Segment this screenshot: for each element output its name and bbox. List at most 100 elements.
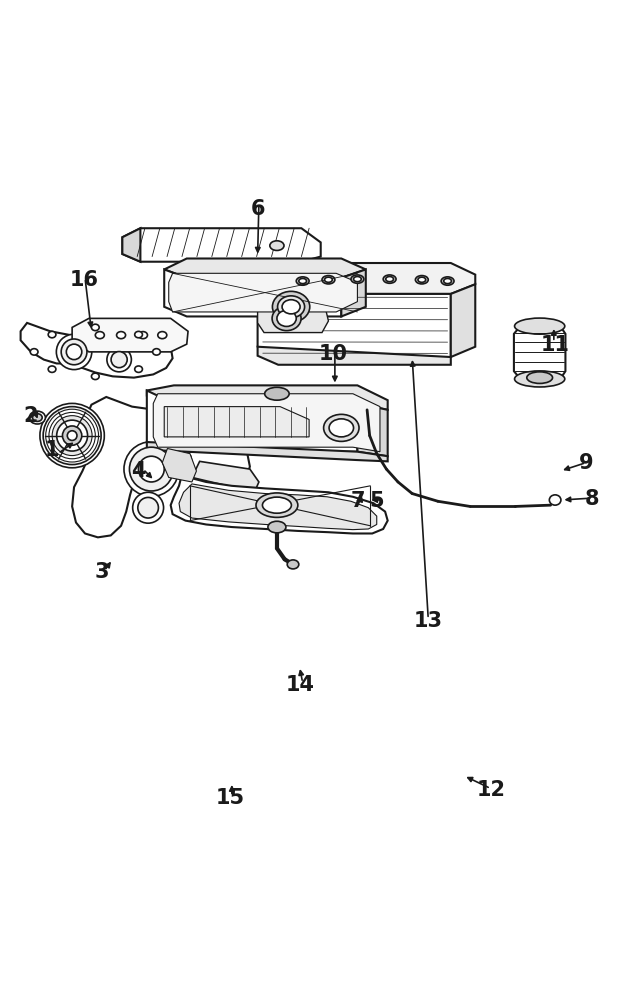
- Ellipse shape: [158, 332, 167, 339]
- Ellipse shape: [322, 276, 335, 284]
- Polygon shape: [179, 484, 377, 530]
- Polygon shape: [122, 228, 321, 262]
- Ellipse shape: [49, 412, 95, 459]
- Polygon shape: [164, 269, 341, 316]
- Ellipse shape: [549, 495, 561, 505]
- Ellipse shape: [30, 349, 38, 355]
- Polygon shape: [147, 442, 388, 461]
- Polygon shape: [451, 284, 475, 357]
- Text: 14: 14: [285, 675, 315, 695]
- Polygon shape: [514, 326, 565, 379]
- Ellipse shape: [135, 331, 142, 338]
- Ellipse shape: [441, 277, 454, 285]
- Text: 13: 13: [413, 611, 443, 631]
- Polygon shape: [357, 403, 388, 456]
- Ellipse shape: [57, 420, 88, 451]
- Ellipse shape: [418, 277, 426, 282]
- Ellipse shape: [33, 414, 43, 421]
- Ellipse shape: [124, 442, 178, 496]
- Ellipse shape: [277, 310, 296, 326]
- Ellipse shape: [278, 296, 305, 318]
- Ellipse shape: [107, 347, 131, 372]
- Polygon shape: [192, 461, 259, 492]
- Polygon shape: [164, 258, 366, 278]
- Ellipse shape: [325, 277, 332, 282]
- Text: 1: 1: [44, 440, 59, 460]
- Ellipse shape: [296, 277, 309, 285]
- Polygon shape: [258, 286, 328, 333]
- Ellipse shape: [57, 334, 92, 370]
- Ellipse shape: [263, 497, 291, 513]
- Polygon shape: [153, 394, 380, 452]
- Ellipse shape: [256, 493, 298, 517]
- Ellipse shape: [287, 560, 299, 569]
- Ellipse shape: [444, 278, 451, 284]
- Text: 10: 10: [319, 344, 348, 364]
- Ellipse shape: [272, 306, 301, 331]
- Polygon shape: [164, 407, 309, 437]
- Ellipse shape: [30, 411, 46, 424]
- Ellipse shape: [515, 318, 565, 334]
- Ellipse shape: [43, 407, 101, 465]
- Ellipse shape: [40, 403, 104, 468]
- Text: 5: 5: [370, 491, 384, 511]
- Ellipse shape: [383, 275, 396, 283]
- Ellipse shape: [354, 277, 361, 282]
- Ellipse shape: [386, 277, 393, 282]
- Polygon shape: [147, 391, 357, 452]
- Ellipse shape: [48, 366, 56, 372]
- Ellipse shape: [48, 331, 56, 338]
- Ellipse shape: [95, 332, 104, 339]
- Polygon shape: [147, 385, 388, 410]
- Ellipse shape: [62, 426, 82, 445]
- Ellipse shape: [91, 324, 99, 331]
- Ellipse shape: [66, 344, 82, 360]
- Ellipse shape: [68, 431, 77, 440]
- Text: 16: 16: [69, 270, 99, 290]
- Polygon shape: [162, 448, 196, 482]
- Ellipse shape: [138, 497, 158, 518]
- Polygon shape: [258, 286, 451, 357]
- Ellipse shape: [415, 276, 428, 284]
- Polygon shape: [171, 476, 388, 533]
- Polygon shape: [341, 269, 366, 316]
- Ellipse shape: [138, 456, 164, 482]
- Polygon shape: [72, 397, 250, 537]
- Text: 8: 8: [585, 489, 600, 509]
- Ellipse shape: [46, 409, 99, 462]
- Polygon shape: [258, 347, 451, 365]
- Ellipse shape: [138, 332, 147, 339]
- Text: 2: 2: [24, 406, 38, 426]
- Ellipse shape: [265, 387, 289, 400]
- Ellipse shape: [270, 241, 284, 250]
- Polygon shape: [169, 273, 357, 312]
- Text: 12: 12: [476, 780, 506, 800]
- Text: 15: 15: [216, 788, 245, 808]
- Ellipse shape: [272, 291, 310, 322]
- Ellipse shape: [329, 419, 354, 437]
- Ellipse shape: [61, 339, 87, 365]
- Text: 7: 7: [350, 491, 365, 511]
- Ellipse shape: [515, 371, 565, 387]
- Ellipse shape: [135, 366, 142, 372]
- Text: 9: 9: [579, 453, 593, 473]
- Text: 4: 4: [131, 461, 146, 481]
- Text: 11: 11: [540, 335, 570, 355]
- Ellipse shape: [91, 373, 99, 380]
- Ellipse shape: [153, 349, 160, 355]
- Ellipse shape: [351, 275, 364, 283]
- Ellipse shape: [299, 278, 307, 284]
- Polygon shape: [258, 263, 475, 294]
- Ellipse shape: [527, 372, 553, 383]
- Ellipse shape: [268, 521, 286, 533]
- Polygon shape: [72, 318, 188, 352]
- Ellipse shape: [323, 414, 359, 441]
- Ellipse shape: [111, 352, 128, 368]
- Ellipse shape: [117, 332, 126, 339]
- Text: 3: 3: [95, 562, 109, 582]
- Ellipse shape: [282, 300, 300, 314]
- Text: 6: 6: [251, 199, 265, 219]
- Ellipse shape: [133, 492, 164, 523]
- Ellipse shape: [129, 447, 173, 491]
- Ellipse shape: [52, 416, 92, 456]
